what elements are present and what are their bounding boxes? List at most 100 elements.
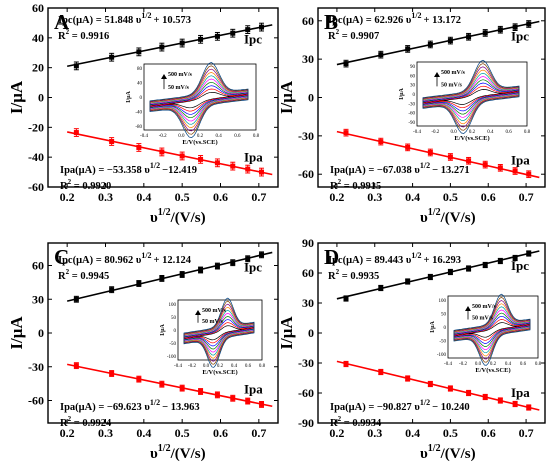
inset-cv-curve xyxy=(183,297,255,368)
inset-x-tick-label: 0.0 xyxy=(475,362,482,367)
fit-line xyxy=(336,250,540,300)
data-point xyxy=(198,267,204,273)
panel-B: 0.2 0.3 0.4 0.5 0.6 0.7-60-3003060I/μAυ1/2/(V… xyxy=(277,7,546,226)
y-tick-label: 0 xyxy=(308,91,314,105)
inset-x-tick-label: 0.2 xyxy=(197,134,204,139)
y-tick-label: -20 xyxy=(28,120,44,134)
inset-x-label: E/V(vs.SCE) xyxy=(454,135,489,142)
inset-x-tick-label: 0.8 xyxy=(535,362,542,367)
fit-line xyxy=(336,130,540,179)
data-point xyxy=(497,27,503,33)
data-point xyxy=(343,130,349,136)
x-tick-label: 0.6 xyxy=(481,426,496,440)
y-tick-label: 30 xyxy=(302,52,314,66)
data-point xyxy=(179,272,185,277)
fit-equation-main: Ipa(μA) = −53.358 υ xyxy=(60,165,150,176)
inset-y-tick-label: 30 xyxy=(410,84,416,89)
data-point xyxy=(136,376,142,382)
data-point xyxy=(405,46,411,52)
series-label: Ipa xyxy=(511,385,530,400)
fit-line xyxy=(67,24,273,68)
x-tick-label: 0.4 xyxy=(405,190,420,204)
series-Ipa: Ipa(μA) = −90.827 υ1/2− 10.240 R2 = 0.993… xyxy=(330,360,540,429)
data-point xyxy=(198,36,204,42)
x-tick-label: 0.2 xyxy=(60,426,75,440)
y-tick-label: -60 xyxy=(298,386,314,400)
data-point xyxy=(214,263,220,269)
x-axis-label-sup: 1/2 xyxy=(158,443,171,454)
inset-x-tick-label: 0.0 xyxy=(178,134,185,139)
y-tick-label: 60 xyxy=(32,1,44,15)
fit-equation-sup: 1/2 xyxy=(420,398,430,407)
x-tick-label: 0.2 xyxy=(329,426,344,440)
x-axis-label: υ1/2/(V/s) xyxy=(150,207,206,226)
inset-y-tick-label: 50 xyxy=(171,316,177,321)
inset-top-label: 500 mV/s xyxy=(202,308,226,314)
y-tick-label: -30 xyxy=(298,356,314,370)
inset-y-tick-label: -30 xyxy=(408,102,415,107)
inset-x-tick-label: 0.2 xyxy=(469,130,476,135)
y-axis-label: I/μA xyxy=(277,80,296,114)
y-tick-label: 60 xyxy=(302,14,314,28)
x-axis-label-symbol: υ xyxy=(420,446,428,462)
inset-x-tick-label: 0.8 xyxy=(524,130,531,135)
series-Ipa: Ipa(μA) = −67.038 υ1/2− 13.271 R2 = 0.991… xyxy=(330,128,540,192)
fit-equation-main: Ipa(μA) = −69.623 υ xyxy=(60,402,150,413)
panel-letter: C xyxy=(54,245,69,269)
fit-equation-tail: + 10.573 xyxy=(154,15,191,26)
x-tick-label: 0.4 xyxy=(405,426,420,440)
fit-equation-tail: −12.419 xyxy=(162,165,197,176)
x-axis-label: υ1/2/(V/s) xyxy=(420,207,476,226)
data-point xyxy=(378,285,384,291)
data-point xyxy=(136,281,142,286)
data-point xyxy=(109,287,115,293)
r-squared-sup: 2 xyxy=(336,28,340,36)
panel-letter: D xyxy=(324,245,339,269)
data-point xyxy=(526,171,532,177)
x-tick-label: 0.4 xyxy=(136,190,151,204)
data-point xyxy=(343,361,349,367)
data-point xyxy=(159,381,165,387)
data-point xyxy=(259,24,265,30)
inset-x-label: E/V(vs.SCE) xyxy=(475,367,510,374)
data-point xyxy=(73,63,79,69)
inset-x-tick-label: 0.4 xyxy=(487,130,494,135)
y-tick-label: -60 xyxy=(28,180,44,194)
r-squared: R2 = 0.9924 xyxy=(60,415,112,429)
data-point xyxy=(378,52,384,58)
inset-y-tick-label: 100 xyxy=(439,299,447,304)
inset-top-label: 500 mV/s xyxy=(441,70,465,76)
fit-equation-sup: 1/2 xyxy=(141,251,151,260)
series-label: Ipa xyxy=(244,150,263,165)
series-Ipa: Ipa(μA) = −69.623 υ1/2− 13.963 R2 = 0.992… xyxy=(60,362,273,429)
y-tick-label: 30 xyxy=(32,292,44,306)
inset-bottom-label: 50 mV/s xyxy=(168,85,189,91)
x-tick-label: 0.3 xyxy=(367,426,382,440)
fit-equation: Ipa(μA) = −53.358 υ1/2 −12.419 xyxy=(60,161,197,176)
inset-cv: 500 mV/s 50 mV/s -0.4 -0.2 0.0 0.2 0.4 0.6 0.8 10… xyxy=(160,297,266,376)
data-point xyxy=(497,398,503,403)
inset-y-tick-label: -90 xyxy=(408,121,415,126)
x-axis-label-sup: 1/2 xyxy=(428,207,441,218)
data-point xyxy=(214,392,220,398)
r-squared-sup: 2 xyxy=(66,268,70,276)
x-tick-label: 0.7 xyxy=(519,426,534,440)
series-Ipa: Ipa(μA) = −53.358 υ1/2 −12.419 R2 = 0.9920… xyxy=(60,128,273,192)
inset-x-tick-label: -0.4 xyxy=(413,130,421,135)
data-point xyxy=(230,163,236,169)
data-point xyxy=(343,296,349,301)
data-point xyxy=(245,27,251,33)
x-axis-label-sup: 1/2 xyxy=(428,443,441,454)
inset-x-tick-label: -0.2 xyxy=(188,364,196,369)
data-point xyxy=(447,386,453,391)
data-point xyxy=(466,390,472,396)
fit-equation-tail: + 12.124 xyxy=(154,255,192,266)
fit-equation-tail: − 13.271 xyxy=(432,165,469,176)
data-point xyxy=(447,269,453,275)
inset-x-tick-label: 0.8 xyxy=(253,134,260,139)
series-label: Ipa xyxy=(511,152,530,167)
y-tick-label: -40 xyxy=(28,150,44,164)
fit-equation-main: Ipc(μA) = 89.443 υ xyxy=(328,255,412,266)
data-point xyxy=(73,363,79,369)
